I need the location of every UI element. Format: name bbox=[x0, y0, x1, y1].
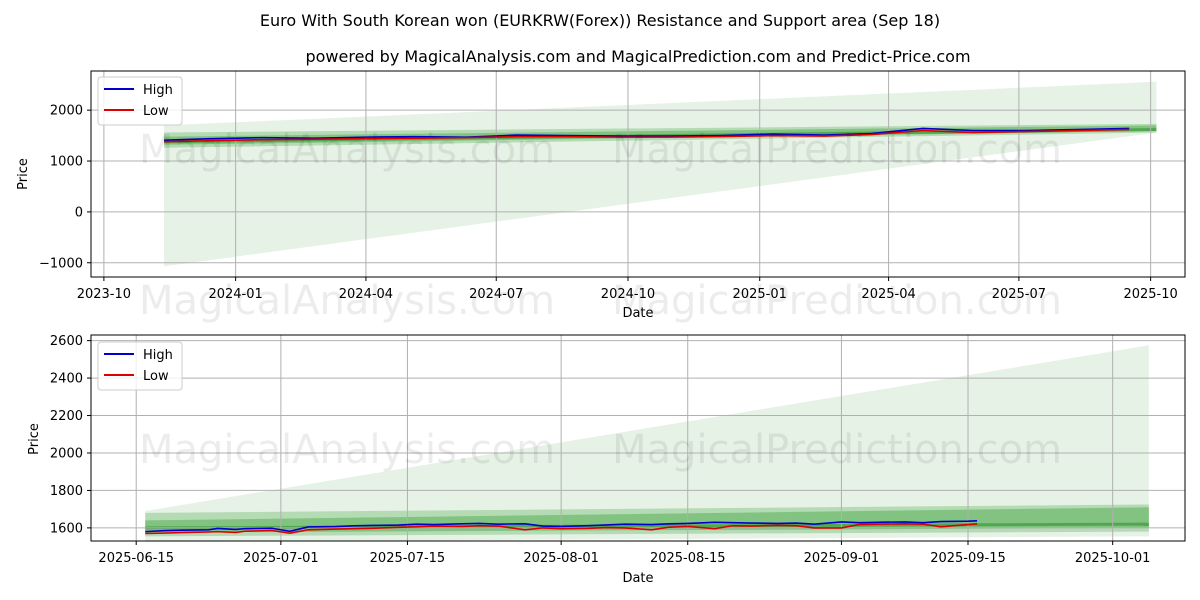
x-tick-label: 2025-08-15 bbox=[650, 551, 726, 566]
series-line-low bbox=[145, 522, 978, 535]
y-tick-label: 1600 bbox=[50, 521, 83, 536]
light-band bbox=[164, 81, 1157, 267]
x-tick-label: 2025-07-15 bbox=[370, 551, 446, 566]
x-tick-label: 2025-08-01 bbox=[523, 551, 599, 566]
x-tick-label: 2024-10 bbox=[601, 287, 655, 302]
top-legend-low-label: Low bbox=[143, 104, 169, 119]
y-tick-label: −1000 bbox=[39, 256, 83, 271]
top-y-axis-label: Price bbox=[16, 158, 31, 190]
y-tick-label: 2400 bbox=[50, 372, 83, 387]
light-band bbox=[145, 345, 1149, 542]
y-tick-label: 2200 bbox=[50, 409, 83, 424]
bottom-y-axis-label: Price bbox=[27, 423, 42, 455]
y-tick-label: 1000 bbox=[50, 155, 83, 170]
watermark-right-bottom: MagicalPrediction.com bbox=[612, 427, 1062, 473]
x-tick-label: 2025-09-01 bbox=[804, 551, 880, 566]
watermark-right-mid: MagicalPrediction.com bbox=[612, 278, 1062, 324]
top-legend-high-label: High bbox=[143, 83, 173, 98]
y-tick-label: 2000 bbox=[50, 446, 83, 461]
x-tick-label: 2025-10-01 bbox=[1075, 551, 1151, 566]
y-tick-label: 0 bbox=[75, 205, 83, 220]
x-tick-label: 2025-06-15 bbox=[98, 551, 174, 566]
watermark-left-bottom: MagicalAnalysis.com bbox=[139, 427, 555, 473]
bottom-x-axis-label: Date bbox=[622, 571, 653, 586]
x-tick-label: 2025-01 bbox=[733, 287, 787, 302]
top-support-resistance-bands bbox=[164, 81, 1157, 267]
series-line-high bbox=[145, 519, 978, 533]
watermark-left-mid: MagicalAnalysis.com bbox=[139, 278, 555, 324]
x-tick-label: 2025-10 bbox=[1123, 287, 1177, 302]
bottom-x-ticks: 2025-06-15 2025-07-01 2025-07-15 2025-08-01… bbox=[98, 541, 1150, 566]
bottom-price-lines bbox=[145, 519, 978, 535]
watermark-right-top: MagicalPrediction.com bbox=[612, 127, 1062, 173]
x-tick-label: 2024-01 bbox=[208, 287, 262, 302]
bottom-legend-low-label: Low bbox=[143, 369, 169, 384]
top-gridlines bbox=[91, 71, 1185, 277]
x-tick-label: 2023-10 bbox=[77, 287, 131, 302]
top-chart-panel: MagicalAnalysis.com MagicalPrediction.co… bbox=[16, 70, 1186, 324]
bottom-legend-high-label: High bbox=[143, 348, 173, 363]
y-tick-label: 1800 bbox=[50, 484, 83, 499]
x-tick-label: 2025-07-01 bbox=[243, 551, 319, 566]
bottom-gridlines bbox=[91, 335, 1185, 541]
x-tick-label: 2025-04 bbox=[861, 287, 915, 302]
top-y-ticks: −1000 0 1000 2000 bbox=[39, 104, 91, 271]
x-tick-label: 2024-07 bbox=[469, 287, 523, 302]
top-x-axis-label: Date bbox=[622, 306, 653, 321]
top-legend: High Low bbox=[97, 76, 183, 126]
y-tick-label: 2600 bbox=[50, 334, 83, 349]
series-line-high bbox=[164, 127, 1130, 141]
x-tick-label: 2024-04 bbox=[339, 287, 393, 302]
bottom-plot-frame bbox=[90, 334, 1186, 542]
chart-subtitle: powered by MagicalAnalysis.com and Magic… bbox=[305, 47, 970, 66]
top-plot-frame bbox=[90, 70, 1186, 278]
x-tick-label: 2025-09-15 bbox=[930, 551, 1006, 566]
bottom-y-ticks: 1600 1800 2000 2200 2400 2600 bbox=[50, 334, 91, 536]
series-line-low bbox=[164, 128, 1130, 143]
chart-title: Euro With South Korean won (EURKRW(Forex… bbox=[260, 11, 940, 30]
bottom-legend: High Low bbox=[97, 341, 183, 391]
watermark-left-top: MagicalAnalysis.com bbox=[139, 127, 555, 173]
x-tick-label: 2025-07 bbox=[992, 287, 1046, 302]
top-price-lines bbox=[164, 127, 1130, 143]
y-tick-label: 2000 bbox=[50, 104, 83, 119]
bottom-chart-panel: MagicalAnalysis.com MagicalPrediction.co… bbox=[27, 334, 1186, 586]
top-x-ticks: 2023-10 2024-01 2024-04 2024-07 2024-10 2025-… bbox=[77, 277, 1178, 302]
